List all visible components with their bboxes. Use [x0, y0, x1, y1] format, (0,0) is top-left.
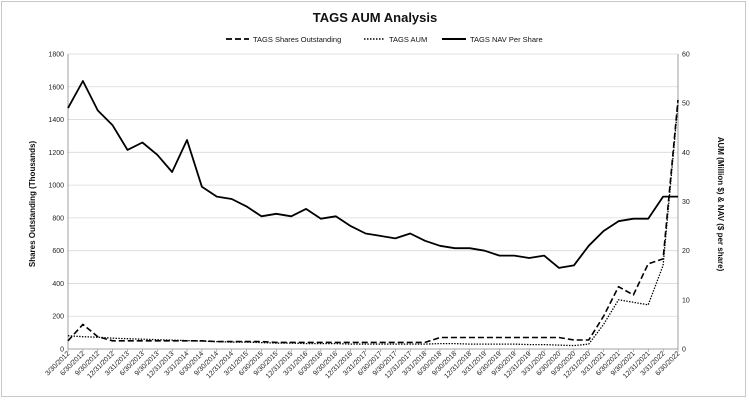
- series-lines: [67, 80, 679, 347]
- right-tick-label-0: 0: [682, 347, 686, 354]
- left-axis-ticks: 0 200 400 600 800 1000 1200 1400 1600 1800: [48, 52, 64, 354]
- legend-label-nav: TAGS NAV Per Share: [470, 35, 543, 44]
- left-tick-label-3: 600: [52, 248, 64, 255]
- right-tick-label-2: 20: [682, 248, 690, 255]
- axes: [67, 54, 679, 350]
- y-axis-title: Shares Outstanding (Thousands): [28, 141, 37, 268]
- left-tick-label-9: 1800: [48, 52, 64, 59]
- right-tick-label-4: 40: [682, 150, 690, 157]
- right-tick-label-3: 30: [682, 199, 690, 206]
- legend: TAGS Shares Outstanding TAGS AUM TAGS NA…: [226, 35, 543, 44]
- right-axis-ticks: 0 10 20 30 40 50 60: [682, 52, 690, 354]
- left-tick-label-0: 0: [60, 347, 64, 354]
- legend-label-aum: TAGS AUM: [389, 35, 427, 44]
- left-tick-label-1: 200: [52, 314, 64, 321]
- x-axis-ticks: 3/30/20126/30/20129/30/201212/31/20123/3…: [44, 349, 681, 380]
- left-tick-label-4: 800: [52, 215, 64, 222]
- left-tick-label-5: 1000: [48, 183, 64, 190]
- series-line-tags-aum: [67, 103, 679, 347]
- left-tick-label-8: 1600: [48, 84, 64, 91]
- chart-title: TAGS AUM Analysis: [313, 10, 437, 25]
- series-line-tags-shares-outstanding: [67, 99, 679, 344]
- right-tick-label-6: 60: [682, 52, 690, 59]
- left-tick-label-2: 400: [52, 281, 64, 288]
- legend-label-shares: TAGS Shares Outstanding: [253, 35, 341, 44]
- left-tick-label-6: 1200: [48, 150, 64, 157]
- series-line-tags-nav-per-share: [67, 80, 678, 269]
- right-tick-label-1: 10: [682, 297, 690, 304]
- right-tick-label-5: 50: [682, 101, 690, 108]
- y2-axis-title: AUM (Million $) & NAV ($ per share): [716, 137, 725, 272]
- gridlines: [68, 53, 678, 317]
- left-tick-label-7: 1400: [48, 117, 64, 124]
